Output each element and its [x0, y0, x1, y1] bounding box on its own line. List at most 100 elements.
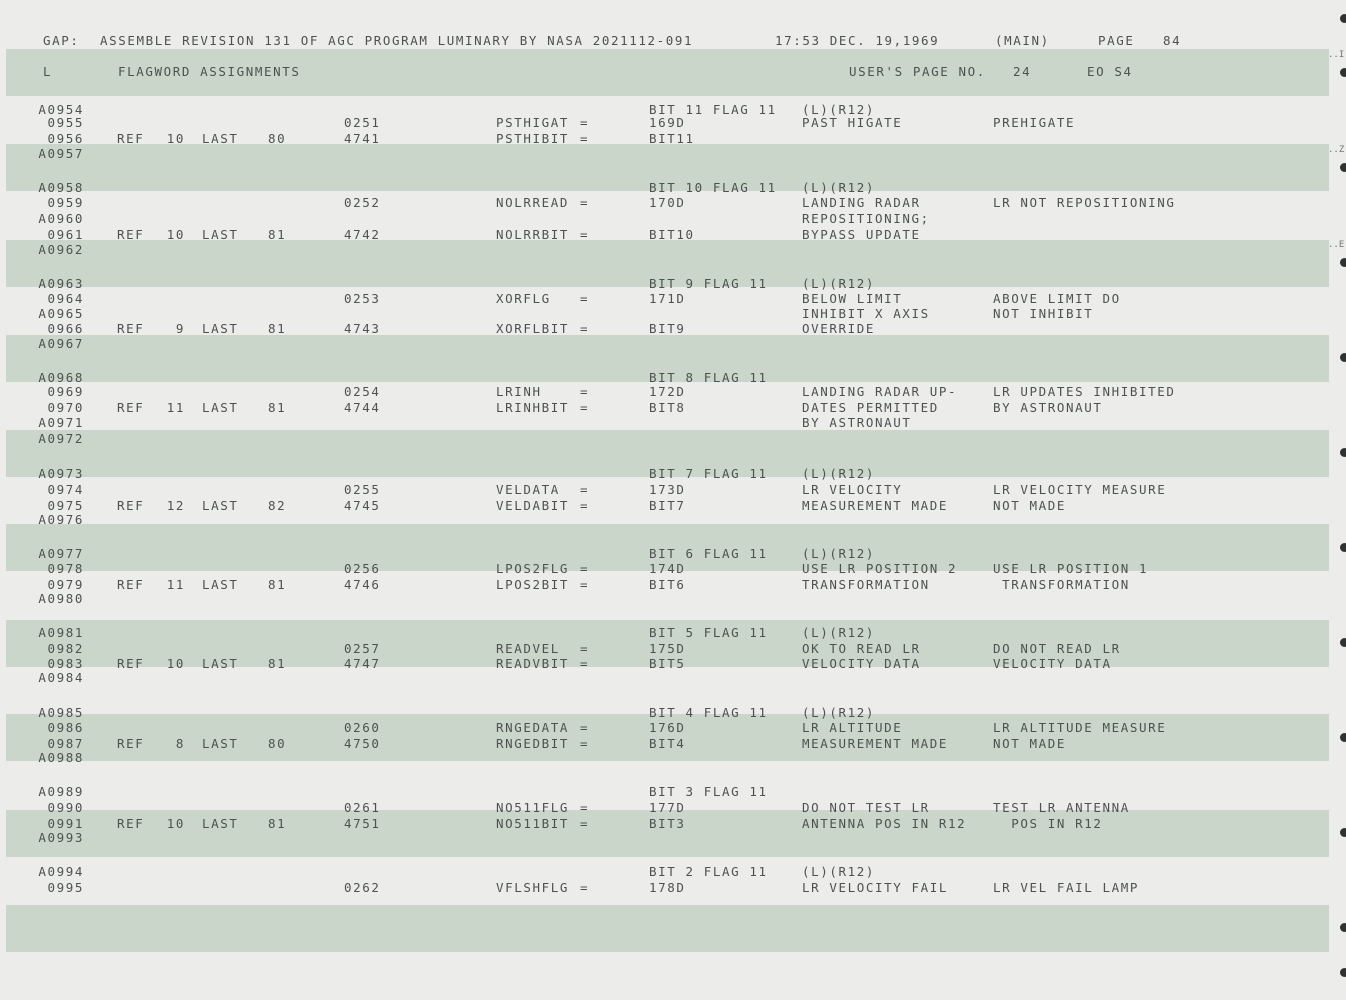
eo-label: EO S4 — [1087, 64, 1133, 79]
cell-line: A0988 — [38, 750, 84, 765]
cell-eq: = — [580, 227, 590, 242]
cell-line: A0976 — [38, 512, 84, 527]
cell-eq: = — [580, 291, 590, 306]
cell-ref: REF — [117, 656, 145, 671]
cell-c1: (L)(R12) — [802, 466, 876, 481]
cell-line: 0986 — [47, 720, 84, 735]
cell-val: BIT9 — [649, 321, 686, 336]
feed-hole — [1340, 258, 1346, 267]
cell-val: BIT7 — [649, 498, 686, 513]
feed-hole — [1340, 968, 1346, 977]
cell-val: BIT 9 FLAG 11 — [649, 276, 768, 291]
listing-line: A0973 BIT 7 FLAG 11 (L)(R12) — [0, 466, 1320, 481]
cell-last: LAST — [202, 498, 239, 513]
cell-c1: BY ASTRONAUT — [802, 415, 912, 430]
cell-pnum: 80 — [268, 131, 287, 146]
cell-last: LAST — [202, 736, 239, 751]
column-l-label: L — [43, 64, 53, 79]
cell-c2: POS IN R12 — [993, 816, 1103, 831]
cell-val: 172D — [649, 384, 686, 399]
cell-eq: = — [580, 656, 590, 671]
listing-line: A0976 — [0, 512, 1320, 527]
cell-line: A0993 — [38, 830, 84, 845]
listing-line: A0967 — [0, 336, 1320, 351]
cell-line: 0990 — [47, 800, 84, 815]
cell-eq: = — [580, 736, 590, 751]
cell-eq: = — [580, 400, 590, 415]
cell-lnum: 10 — [166, 656, 185, 671]
cell-eq: = — [580, 816, 590, 831]
edge-mark: ..E — [1328, 240, 1345, 250]
cell-sym: NO511BIT — [496, 816, 570, 831]
cell-val: 177D — [649, 800, 686, 815]
cell-c2: LR ALTITUDE MEASURE — [993, 720, 1167, 735]
cell-addr: 4745 — [344, 498, 381, 513]
cell-c2: PREHIGATE — [993, 115, 1076, 130]
cell-line: A0971 — [38, 415, 84, 430]
cell-line: A0965 — [38, 306, 84, 321]
listing-line: 0974 0255 VELDATA = 173D LR VELOCITY LR VELOCI… — [0, 482, 1320, 497]
cell-pnum: 81 — [268, 400, 287, 415]
cell-line: A0981 — [38, 625, 84, 640]
listing-line: A0984 — [0, 670, 1320, 685]
cell-c1: BELOW LIMIT — [802, 291, 903, 306]
cell-c2: BY ASTRONAUT — [993, 400, 1103, 415]
cell-eq: = — [580, 880, 590, 895]
cell-val: BIT 5 FLAG 11 — [649, 625, 768, 640]
cell-val: BIT 7 FLAG 11 — [649, 466, 768, 481]
cell-ref: REF — [117, 498, 145, 513]
cell-ref: REF — [117, 131, 145, 146]
listing-line: 0979 REF 11 LAST 81 4746 LPOS2BIT = BIT6 TRANSFOR… — [0, 577, 1320, 592]
edge-mark: ..I — [1328, 50, 1345, 60]
cell-sym: NOLRRBIT — [496, 227, 570, 242]
cell-pnum: 81 — [268, 577, 287, 592]
cell-sym: READVBIT — [496, 656, 570, 671]
cell-c1: OK TO READ LR — [802, 641, 921, 656]
paper-band — [6, 524, 1329, 571]
cell-line: 0966 — [47, 321, 84, 336]
assembly-timestamp: 17:53 DEC. 19,1969 — [775, 33, 940, 48]
cell-sym: VFLSHFLG — [496, 880, 570, 895]
paper-band — [6, 430, 1329, 477]
cell-c1: LR ALTITUDE — [802, 720, 903, 735]
feed-hole — [1340, 448, 1346, 457]
cell-val: BIT 4 FLAG 11 — [649, 705, 768, 720]
cell-lnum: 11 — [166, 400, 185, 415]
cell-c1: INHIBIT X AXIS — [802, 306, 930, 321]
listing-line: 0986 0260 RNGEDATA = 176D LR ALTITUDE LR ALTIT… — [0, 720, 1320, 735]
cell-eq: = — [580, 800, 590, 815]
cell-line: A0958 — [38, 180, 84, 195]
cell-val: 174D — [649, 561, 686, 576]
cell-line: 0964 — [47, 291, 84, 306]
cell-c1: LANDING RADAR — [802, 195, 921, 210]
listing-line: 0983 REF 10 LAST 81 4747 READVBIT = BIT5 VELOCITY… — [0, 656, 1320, 671]
cell-line: 0982 — [47, 641, 84, 656]
cell-c1: USE LR POSITION 2 — [802, 561, 958, 576]
cell-addr: 0253 — [344, 291, 381, 306]
cell-sym: LRINH — [496, 384, 542, 399]
cell-addr: 0254 — [344, 384, 381, 399]
cell-last: LAST — [202, 816, 239, 831]
cell-line: 0995 — [47, 880, 84, 895]
listing-line: 0987 REF 8 LAST 80 4750 RNGEDBIT = BIT4 MEASUREME… — [0, 736, 1320, 751]
cell-lnum: 10 — [166, 227, 185, 242]
cell-sym: READVEL — [496, 641, 560, 656]
cell-addr: 0262 — [344, 880, 381, 895]
cell-val: BIT5 — [649, 656, 686, 671]
paper-band — [6, 905, 1329, 952]
cell-addr: 0251 — [344, 115, 381, 130]
cell-c2: NOT MADE — [993, 736, 1067, 751]
feed-hole — [1340, 543, 1346, 552]
cell-ref: REF — [117, 400, 145, 415]
cell-line: A0962 — [38, 242, 84, 257]
feed-hole — [1340, 638, 1346, 647]
cell-eq: = — [580, 115, 590, 130]
cell-sym: RNGEDBIT — [496, 736, 570, 751]
listing-line: 0982 0257 READVEL = 175D OK TO READ LR DO NOT … — [0, 641, 1320, 656]
cell-line: 0970 — [47, 400, 84, 415]
cell-eq: = — [580, 131, 590, 146]
cell-last: LAST — [202, 400, 239, 415]
cell-c1: LANDING RADAR UP- — [802, 384, 958, 399]
listing-line: A0960 REPOSITIONING; — [0, 211, 1320, 226]
cell-line: 0974 — [47, 482, 84, 497]
